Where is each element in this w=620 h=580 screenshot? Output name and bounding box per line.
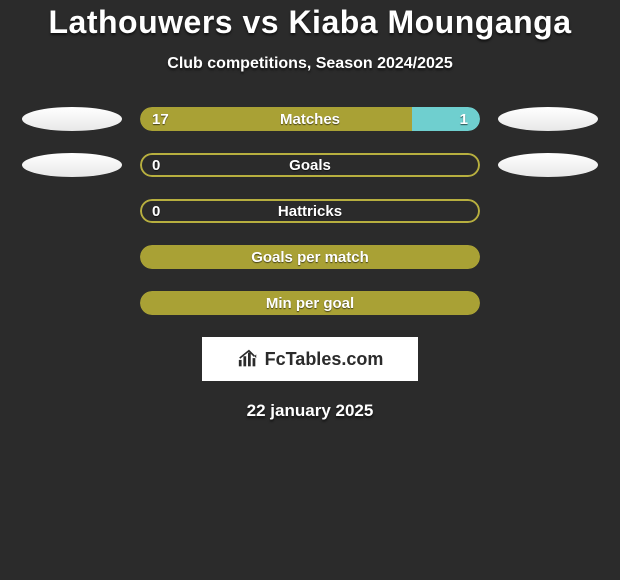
stat-value-left: 0 — [152, 199, 160, 223]
stat-bar: Goals per match — [140, 245, 480, 269]
player-left-marker — [22, 153, 122, 177]
stat-row: Goals per match — [10, 245, 610, 269]
site-logo: FcTables.com — [202, 337, 418, 381]
stat-value-left: 0 — [152, 153, 160, 177]
page-title: Lathouwers vs Kiaba Mounganga — [0, 4, 620, 41]
comparison-card: Lathouwers vs Kiaba Mounganga Club compe… — [0, 0, 620, 580]
stat-value-left: 17 — [152, 107, 169, 131]
stat-row: Goals0 — [10, 153, 610, 177]
stat-bar: Matches171 — [140, 107, 480, 131]
stat-value-right: 1 — [460, 107, 468, 131]
subtitle: Club competitions, Season 2024/2025 — [0, 55, 620, 73]
date-label: 22 january 2025 — [0, 401, 620, 421]
player-right-marker — [498, 153, 598, 177]
logo-text: FcTables.com — [265, 349, 384, 370]
stat-row: Min per goal — [10, 291, 610, 315]
stat-bar: Min per goal — [140, 291, 480, 315]
bar-chart-icon — [237, 348, 259, 370]
stat-bar: Hattricks0 — [140, 199, 480, 223]
player-left-marker — [22, 107, 122, 131]
stat-rows: Matches171Goals0Hattricks0Goals per matc… — [0, 107, 620, 315]
stat-row: Matches171 — [10, 107, 610, 131]
stat-bar: Goals0 — [140, 153, 480, 177]
stat-row: Hattricks0 — [10, 199, 610, 223]
player-right-marker — [498, 107, 598, 131]
